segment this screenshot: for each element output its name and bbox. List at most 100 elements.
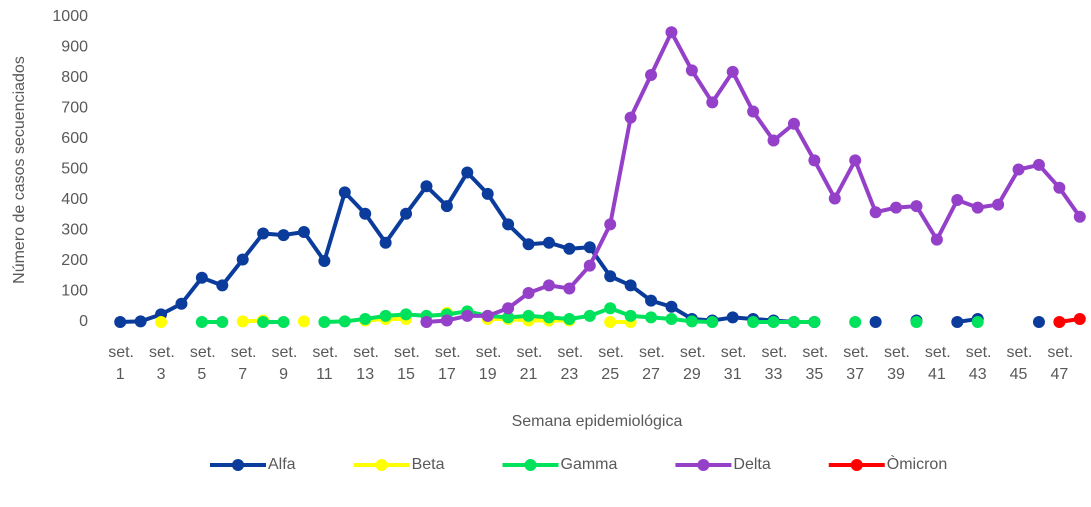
marker xyxy=(338,315,351,328)
marker xyxy=(563,282,576,295)
marker xyxy=(542,279,555,292)
marker xyxy=(502,302,515,315)
y-tick-label: 400 xyxy=(61,191,88,208)
marker xyxy=(624,309,637,322)
legend-label: Alfa xyxy=(268,456,296,473)
marker xyxy=(645,294,658,307)
marker xyxy=(849,316,862,328)
x-tick-label: set. 45 xyxy=(1006,344,1033,383)
marker xyxy=(747,105,760,118)
marker xyxy=(910,200,923,213)
x-tick-label: set. 9 xyxy=(271,344,298,383)
marker xyxy=(338,186,351,199)
marker xyxy=(277,316,290,328)
marker xyxy=(481,309,494,322)
marker xyxy=(277,229,290,242)
y-tick-label: 900 xyxy=(61,39,88,56)
marker xyxy=(767,134,780,147)
x-tick-label: set. 39 xyxy=(884,344,910,383)
marker xyxy=(828,192,841,205)
marker xyxy=(359,207,372,220)
marker xyxy=(542,236,555,249)
marker xyxy=(604,218,617,231)
y-tick-label: 800 xyxy=(61,69,88,86)
x-tick-label: set. 17 xyxy=(434,344,461,383)
x-tick-label: set. 21 xyxy=(516,344,543,383)
marker xyxy=(665,312,678,325)
y-tick-label: 600 xyxy=(61,130,88,147)
marker xyxy=(379,309,392,322)
x-tick-label: set. 37 xyxy=(843,344,869,383)
marker xyxy=(726,311,739,324)
y-tick-label: 1000 xyxy=(52,8,88,25)
line xyxy=(426,30,1082,324)
marker xyxy=(1053,316,1066,328)
marker xyxy=(1073,312,1086,325)
marker xyxy=(461,309,474,322)
x-tick-label: set. 29 xyxy=(679,344,706,383)
marker xyxy=(910,316,923,328)
y-tick-label: 700 xyxy=(61,100,88,117)
marker xyxy=(583,241,596,254)
x-tick-label: set. 33 xyxy=(761,344,788,383)
marker xyxy=(522,287,535,300)
x-tick-label: set. 15 xyxy=(394,344,420,383)
marker xyxy=(420,180,433,193)
x-tick-label: set. 11 xyxy=(312,344,339,383)
x-tick-label: set. 25 xyxy=(598,344,624,383)
marker xyxy=(379,236,392,249)
y-tick-label: 200 xyxy=(61,252,88,269)
marker xyxy=(318,316,331,328)
marker xyxy=(1073,210,1086,223)
marker xyxy=(297,315,310,328)
x-tick-label: set. 47 xyxy=(1047,344,1074,383)
x-tick-label: set. 41 xyxy=(924,344,951,383)
legend-marker xyxy=(232,459,244,471)
marker xyxy=(542,311,555,324)
legend-label: Gamma xyxy=(561,456,618,473)
series xyxy=(420,26,1086,328)
legend-marker xyxy=(375,459,388,471)
x-tick-label: set. 19 xyxy=(475,344,502,383)
marker xyxy=(297,226,310,239)
marker xyxy=(706,316,719,328)
marker xyxy=(849,154,862,167)
marker xyxy=(522,309,535,322)
marker xyxy=(624,279,637,292)
x-axis-title: Semana epidemiológica xyxy=(512,413,683,430)
marker xyxy=(134,315,147,328)
marker xyxy=(563,312,576,325)
marker xyxy=(971,316,984,328)
marker xyxy=(257,227,270,240)
y-tick-label: 300 xyxy=(61,222,88,239)
marker xyxy=(318,255,331,267)
marker xyxy=(604,302,617,315)
marker xyxy=(236,253,249,266)
x-tick-label: set. 3 xyxy=(149,344,175,383)
marker xyxy=(971,201,984,214)
marker xyxy=(624,111,637,124)
x-tick-label: set. 35 xyxy=(802,344,829,383)
legend-marker xyxy=(850,459,863,471)
legend-label: Beta xyxy=(412,456,445,473)
marker xyxy=(195,316,208,328)
marker xyxy=(563,242,576,255)
y-tick-label: 0 xyxy=(79,313,88,330)
marker xyxy=(461,166,474,179)
marker xyxy=(808,316,821,328)
x-tick-label: set. 43 xyxy=(965,344,992,383)
line xyxy=(120,173,1039,322)
marker xyxy=(808,154,821,167)
marker xyxy=(645,311,658,324)
marker xyxy=(1012,163,1025,176)
series xyxy=(114,166,1045,328)
x-tick-label: set. 31 xyxy=(720,344,747,383)
marker xyxy=(930,233,943,246)
marker xyxy=(400,308,413,321)
x-tick-label: set. 13 xyxy=(353,344,379,383)
marker xyxy=(726,65,739,78)
series xyxy=(195,302,984,328)
series xyxy=(1053,312,1086,328)
legend-marker xyxy=(697,459,710,471)
